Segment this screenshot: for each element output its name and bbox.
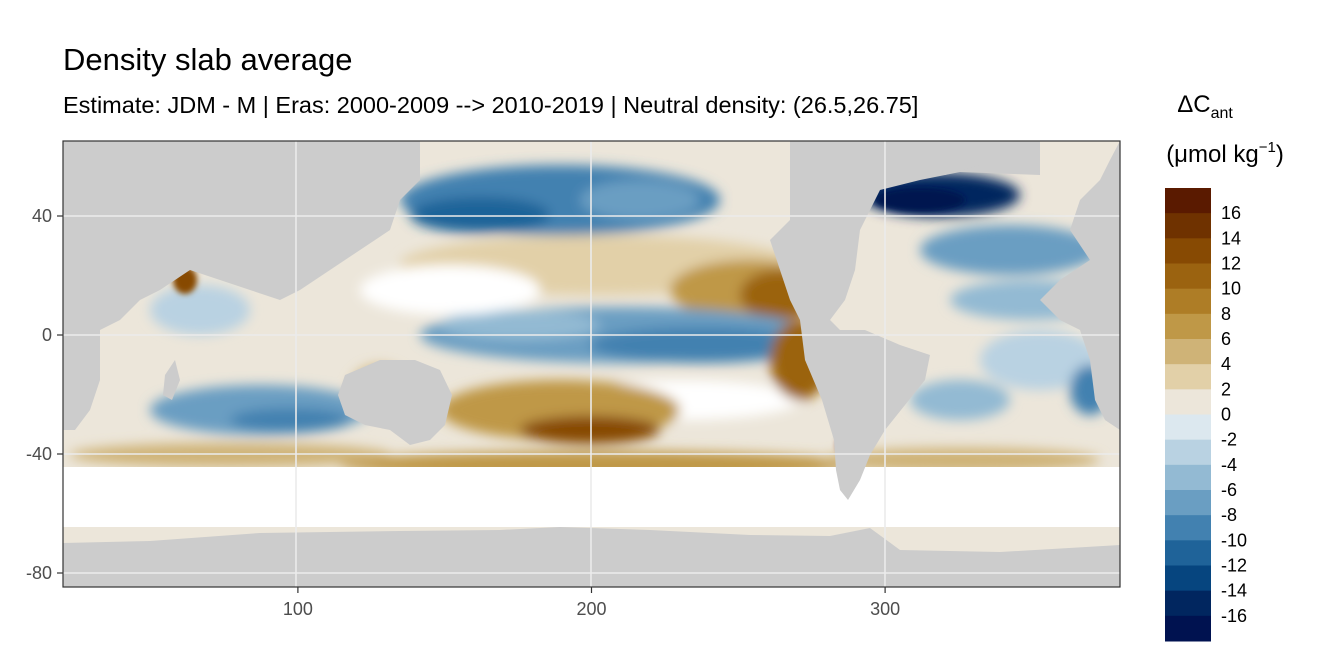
x-tick-label: 200 [576,599,606,619]
legend-swatch [1165,414,1211,441]
x-tick-label: 300 [870,599,900,619]
legend-tick-label: 4 [1221,354,1231,374]
legend-swatch [1165,238,1211,264]
y-axis-ticks: 40 0 -40 -80 [26,206,63,583]
legend-swatch [1165,515,1211,541]
land-greenland [900,141,1000,175]
legend-unit: (μmol kg−1) [1166,139,1284,168]
land-africa-europe [1040,141,1120,430]
land-australia [338,360,452,445]
legend-tick-label: 16 [1221,203,1241,223]
legend-swatch [1165,188,1211,214]
legend-tick-label: 10 [1221,279,1241,299]
x-tick-label: 100 [283,599,313,619]
chart-title: Density slab average [63,42,353,77]
legend-swatch [1165,263,1211,290]
legend-tick-label: -16 [1221,606,1247,626]
legend-tick-label: -2 [1221,430,1237,450]
legend: ΔCant (μmol kg−1) 16 14 12 10 8 6 4 2 0 -2 -4 -6 -8 -… [1165,91,1284,642]
legend-swatch [1165,464,1211,491]
legend-swatch [1165,213,1211,239]
legend-tick-label: 12 [1221,254,1241,274]
legend-tick-label: -6 [1221,480,1237,500]
y-tick-label: -80 [26,563,52,583]
legend-tick-label: -10 [1221,530,1247,550]
legend-swatch [1165,565,1211,592]
anomaly-field [70,165,1110,479]
legend-title: ΔCant [1177,91,1233,122]
legend-swatch [1165,590,1211,617]
chart-subtitle: Estimate: JDM - M | Eras: 2000-2009 --> … [63,92,919,118]
legend-swatch [1165,540,1211,566]
legend-tick-label: -12 [1221,556,1247,576]
legend-tick-label: 8 [1221,304,1231,324]
y-tick-label: -40 [26,444,52,464]
legend-tick-label: 0 [1221,405,1231,425]
legend-swatch [1165,439,1211,466]
map-panel [63,141,1120,587]
legend-swatch [1165,389,1211,415]
legend-tick-label: 6 [1221,329,1231,349]
land-americas [770,141,1040,500]
legend-swatch [1165,490,1211,516]
legend-tick-label: 14 [1221,228,1241,248]
legend-colorbar [1165,188,1211,642]
grid-lines [63,141,1120,587]
land-asia [63,141,420,430]
x-axis-ticks: 100 200 300 [283,587,900,619]
legend-tick-label: -4 [1221,455,1237,475]
legend-swatch [1165,364,1211,390]
legend-tick-label: -14 [1221,581,1247,601]
legend-tick-labels: 16 14 12 10 8 6 4 2 0 -2 -4 -6 -8 -10 -12 -14 -16 [1221,203,1247,626]
y-tick-label: 0 [42,325,52,345]
legend-swatch [1165,339,1211,365]
y-tick-label: 40 [32,206,52,226]
legend-swatch [1165,615,1211,642]
legend-tick-label: -8 [1221,505,1237,525]
legend-tick-label: 2 [1221,379,1231,399]
legend-swatch [1165,313,1211,340]
legend-swatch [1165,288,1211,315]
